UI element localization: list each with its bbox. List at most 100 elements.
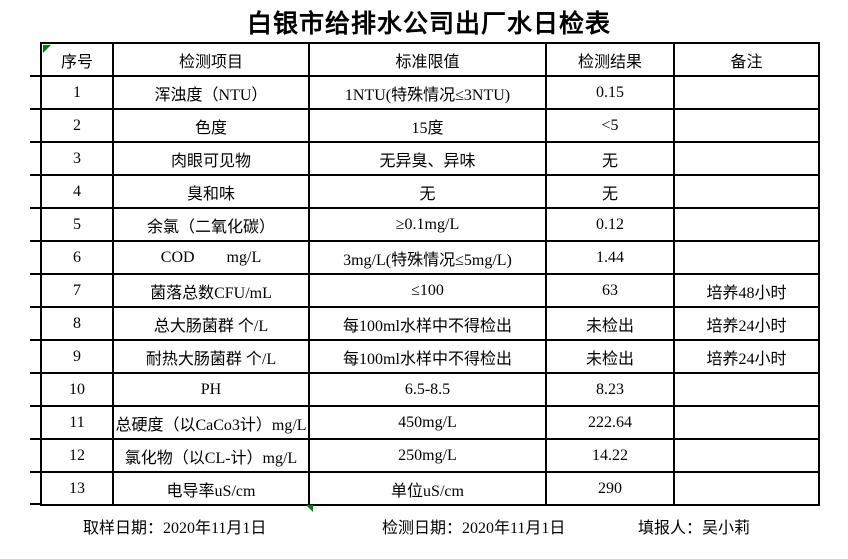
cell-item: 浑浊度（NTU） [112, 75, 310, 110]
cell-note [673, 240, 820, 275]
table-row: 5 余氯（二氧化碳） ≥0.1mg/L 0.12 [40, 207, 820, 242]
row-divider-tick [30, 339, 40, 341]
cell-result: 无 [545, 141, 675, 176]
cell-note: 培养48小时 [673, 273, 820, 308]
cell-result: 1.44 [545, 240, 675, 275]
cell-result: <5 [545, 108, 675, 143]
table-header-row: 序号 检测项目 标准限值 检测结果 备注 [40, 42, 820, 77]
cell-no: 2 [40, 108, 114, 143]
cell-note: 培养24小时 [673, 306, 820, 341]
cell-item: 色度 [112, 108, 310, 143]
table-row: 12 氯化物（以CL-计）mg/L 250mg/L 14.22 [40, 438, 820, 473]
cell-item: 肉眼可见物 [112, 141, 310, 176]
cell-limit: ≥0.1mg/L [308, 207, 547, 242]
cell-result: 8.23 [545, 372, 675, 407]
cell-no: 1 [40, 75, 114, 110]
row-divider-tick [30, 108, 40, 110]
sample-date: 取样日期：2020年11月1日 [83, 520, 267, 537]
cell-limit: 每100ml水样中不得检出 [308, 339, 547, 374]
cell-result: 14.22 [545, 438, 675, 473]
cell-limit: 250mg/L [308, 438, 547, 473]
cell-limit: 3mg/L(特殊情况≤5mg/L) [308, 240, 547, 275]
cell-item: 菌落总数CFU/mL [112, 273, 310, 308]
cell-item: 总大肠菌群 个/L [112, 306, 310, 341]
cell-no: 12 [40, 438, 114, 473]
cell-note [673, 405, 820, 440]
row-divider-tick [30, 438, 40, 440]
row-divider-tick [30, 471, 40, 473]
green-cell-marker-icon [306, 505, 313, 512]
cell-no: 9 [40, 339, 114, 374]
row-divider-tick [30, 240, 40, 242]
reporter: 填报人：吴小莉 [638, 520, 751, 537]
cell-result: 63 [545, 273, 675, 308]
cell-item: 氯化物（以CL-计）mg/L [112, 438, 310, 473]
table-row: 4 臭和味 无 无 [40, 174, 820, 209]
cell-limit: 6.5-8.5 [308, 372, 547, 407]
cell-note [673, 207, 820, 242]
row-divider-tick [30, 141, 40, 143]
cell-no: 3 [40, 141, 114, 176]
cell-no: 4 [40, 174, 114, 209]
table-row: 8 总大肠菌群 个/L 每100ml水样中不得检出 未检出 培养24小时 [40, 306, 820, 341]
cell-no: 6 [40, 240, 114, 275]
cell-note [673, 108, 820, 143]
cell-note: 培养24小时 [673, 339, 820, 374]
cell-item: COD mg/L [112, 240, 310, 275]
cell-result: 未检出 [545, 306, 675, 341]
cell-note [673, 372, 820, 407]
row-divider-tick [30, 207, 40, 209]
cell-no: 11 [40, 405, 114, 440]
row-divider-tick [30, 273, 40, 275]
cell-result: 无 [545, 174, 675, 209]
cell-item: 总硬度（以CaCo3计）mg/L [112, 405, 310, 440]
table-row: 3 肉眼可见物 无异臭、异味 无 [40, 141, 820, 176]
row-divider-tick [30, 372, 40, 374]
cell-limit: 无异臭、异味 [308, 141, 547, 176]
inspection-table: 序号 检测项目 标准限值 检测结果 备注 1 浑浊度（NTU） 1NTU(特殊情… [40, 42, 820, 506]
cell-limit: 单位uS/cm [308, 471, 547, 506]
table-row: 7 菌落总数CFU/mL ≤100 63 培养48小时 [40, 273, 820, 308]
table-row: 10 PH 6.5-8.5 8.23 [40, 372, 820, 407]
row-divider-tick [30, 174, 40, 176]
table-row: 9 耐热大肠菌群 个/L 每100ml水样中不得检出 未检出 培养24小时 [40, 339, 820, 374]
row-divider-tick [30, 75, 40, 77]
cell-item: 电导率uS/cm [112, 471, 310, 506]
cell-note [673, 174, 820, 209]
header-cell-result: 检测结果 [545, 42, 675, 77]
cell-note [673, 471, 820, 506]
cell-no: 13 [40, 471, 114, 506]
cell-result: 222.64 [545, 405, 675, 440]
cell-item: 臭和味 [112, 174, 310, 209]
header-cell-limit: 标准限值 [308, 42, 547, 77]
test-date: 检测日期：2020年11月1日 [382, 520, 566, 537]
cell-limit: 1NTU(特殊情况≤3NTU) [308, 75, 547, 110]
row-divider-tick [30, 405, 40, 407]
cell-no: 8 [40, 306, 114, 341]
cell-result: 未检出 [545, 339, 675, 374]
header-cell-note: 备注 [673, 42, 820, 77]
cell-limit: 每100ml水样中不得检出 [308, 306, 547, 341]
cell-limit: ≤100 [308, 273, 547, 308]
cell-note [673, 75, 820, 110]
cell-limit: 15度 [308, 108, 547, 143]
cell-result: 0.12 [545, 207, 675, 242]
cell-no: 5 [40, 207, 114, 242]
cell-note [673, 438, 820, 473]
cell-item: 耐热大肠菌群 个/L [112, 339, 310, 374]
cell-limit: 450mg/L [308, 405, 547, 440]
cell-no: 7 [40, 273, 114, 308]
cell-result: 290 [545, 471, 675, 506]
cell-no: 10 [40, 372, 114, 407]
table-row: 13 电导率uS/cm 单位uS/cm 290 [40, 471, 820, 506]
table-row: 6 COD mg/L 3mg/L(特殊情况≤5mg/L) 1.44 [40, 240, 820, 275]
row-divider-tick [30, 503, 40, 505]
cell-item: 余氯（二氧化碳） [112, 207, 310, 242]
table-row: 1 浑浊度（NTU） 1NTU(特殊情况≤3NTU) 0.15 [40, 75, 820, 110]
row-divider-tick [30, 306, 40, 308]
cell-limit: 无 [308, 174, 547, 209]
cell-result: 0.15 [545, 75, 675, 110]
cell-note [673, 141, 820, 176]
table-row: 2 色度 15度 <5 [40, 108, 820, 143]
page-title: 白银市给排水公司出厂水日检表 [246, 11, 611, 38]
